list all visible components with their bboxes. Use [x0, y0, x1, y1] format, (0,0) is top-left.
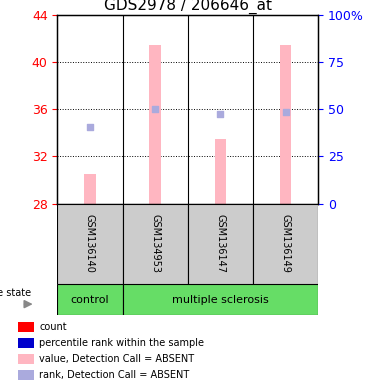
Text: multiple sclerosis: multiple sclerosis: [172, 295, 269, 305]
Point: [218, 111, 223, 117]
Bar: [215, 139, 226, 204]
Point: [87, 124, 93, 130]
Text: rank, Detection Call = ABSENT: rank, Detection Call = ABSENT: [39, 370, 189, 380]
Bar: [122, 284, 318, 315]
Bar: [84, 174, 96, 204]
Title: GDS2978 / 206646_at: GDS2978 / 206646_at: [104, 0, 272, 14]
Bar: [57, 284, 122, 315]
Bar: [280, 45, 292, 204]
Bar: [188, 204, 253, 284]
Bar: [149, 45, 161, 204]
Bar: [18, 323, 34, 332]
Bar: [18, 338, 34, 348]
Text: count: count: [39, 322, 67, 332]
Bar: [18, 370, 34, 380]
Bar: [122, 204, 188, 284]
Text: control: control: [71, 295, 109, 305]
Point: [283, 109, 289, 115]
Bar: [18, 354, 34, 364]
Text: GSM134953: GSM134953: [150, 214, 160, 273]
Text: GSM136147: GSM136147: [215, 214, 225, 273]
Text: value, Detection Call = ABSENT: value, Detection Call = ABSENT: [39, 354, 194, 364]
Text: disease state: disease state: [0, 288, 31, 298]
Bar: [57, 204, 122, 284]
Text: GSM136149: GSM136149: [280, 214, 290, 273]
Text: GSM136140: GSM136140: [85, 214, 95, 273]
Point: [152, 106, 158, 113]
Text: percentile rank within the sample: percentile rank within the sample: [39, 338, 204, 348]
Bar: [253, 204, 318, 284]
